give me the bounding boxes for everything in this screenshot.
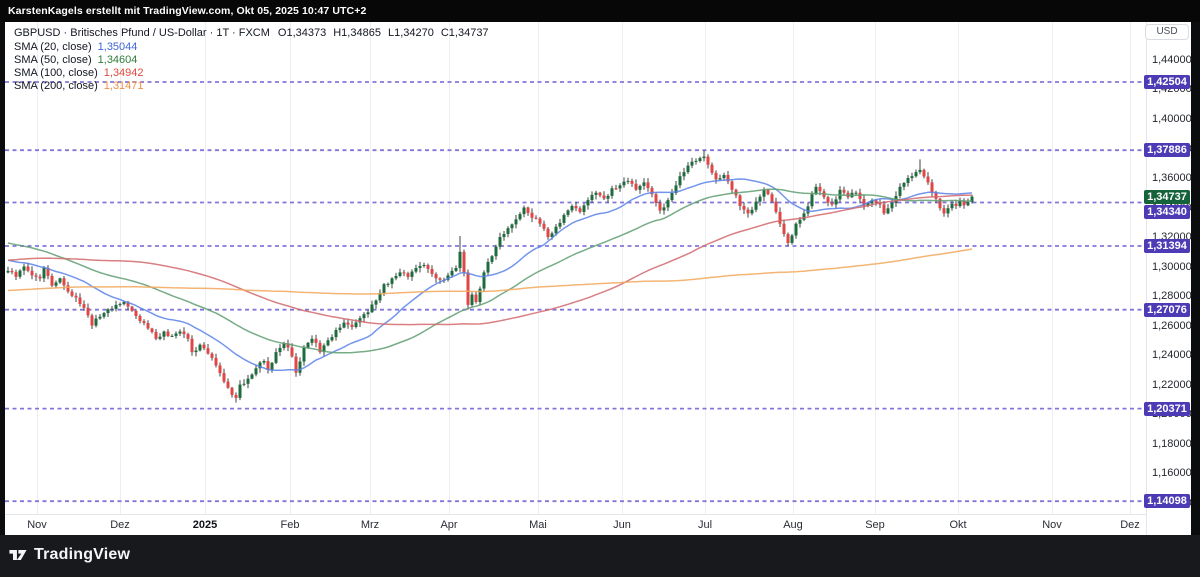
time-tick-label: Nov [27,519,47,531]
time-tick-label: Nov [1042,519,1062,531]
axis-separator [1146,22,1147,535]
price-level-badge[interactable]: 1,27076 [1144,302,1190,317]
time-tick-label: Feb [280,519,300,531]
chart-panel: GBPUSD · Britisches Pfund / US-Dollar · … [5,22,1192,535]
price-tick-label: 1,24000 [1152,349,1192,362]
tradingview-logo[interactable]: TradingView [8,545,130,565]
time-tick-label: Mai [529,519,547,531]
price-tick-label: 1,18000 [1152,437,1192,450]
price-tick-label: 1,44000 [1152,53,1192,66]
price-tick-label: 1,26000 [1152,319,1192,332]
time-tick-label: Apr [440,519,458,531]
time-tick-label: Jul [697,519,713,531]
sma-value: 1,34942 [103,67,144,79]
tradingview-logo-text: TradingView [34,546,131,563]
price-tick-label: 1,22000 [1152,378,1192,391]
price-axis[interactable]: USD 1,440001,420001,400001,380001,360001… [1144,22,1192,535]
price-level-badge[interactable]: 1,14098 [1144,494,1190,509]
time-tick-label: Okt [949,519,967,531]
sma-legend-row-50[interactable]: SMA (50, close) 1,34604 [14,54,496,67]
time-tick-label: Dez [110,519,130,531]
time-tick-label: Aug [783,519,803,531]
symbol-header-row: GBPUSD · Britisches Pfund / US-Dollar · … [14,27,496,39]
chart-legend: GBPUSD · Britisches Pfund / US-Dollar · … [14,27,496,93]
price-level-badge[interactable]: 1,31394 [1144,239,1190,253]
price-level-badge[interactable]: 1,34340 [1144,204,1190,219]
sma-label: SMA (100, close) [14,67,98,79]
price-tick-label: 1,28000 [1152,290,1192,302]
price-tick-label: 1,40000 [1152,113,1192,125]
ohlc-value-h: H1,34865 [333,27,381,39]
currency-toggle-button[interactable]: USD [1145,24,1189,40]
sma-value: 1,34604 [97,54,138,66]
sma-label: SMA (20, close) [14,41,92,53]
price-tick-label: 1,30000 [1152,260,1192,273]
attribution-bar: KarstenKagels erstellt mit TradingView.c… [0,0,1200,22]
sma-label: SMA (50, close) [14,54,92,66]
sma-value: 1,31471 [103,80,144,92]
sma-legend-row-200[interactable]: SMA (200, close) 1,31471 [14,80,496,93]
bottom-brand-bar: TradingView [0,535,1200,577]
sma-value: 1,35044 [97,41,138,53]
price-level-badge[interactable]: 1,42504 [1144,75,1190,89]
ohlc-value-c: C1,34737 [440,27,489,39]
time-tick-label: Mrz [360,519,380,531]
time-axis[interactable]: Nov Dez 2025 Feb Mrz Apr Mai Jun Jul Aug Sep Okt Nov… [5,514,1146,535]
price-level-badge[interactable]: 1,20371 [1144,401,1190,416]
sma-label: SMA (200, close) [14,80,98,92]
time-tick-label: Jun [613,519,631,531]
time-tick-label: Dez [1120,519,1140,531]
ohlc-value-l: L1,34270 [387,27,434,39]
sma-legend-row-100[interactable]: SMA (100, close) 1,34942 [14,67,496,80]
tradingview-logo-icon [9,550,27,560]
symbol-title[interactable]: GBPUSD · Britisches Pfund / US-Dollar · … [14,27,270,39]
time-tick-label: 2025 [192,519,218,531]
price-chart-canvas[interactable] [5,22,1146,514]
price-level-badge[interactable]: 1,37886 [1144,143,1190,158]
last-price-badge: 1,34737 [1144,189,1190,204]
sma-legend-row-20[interactable]: SMA (20, close) 1,35044 [14,41,496,54]
ohlc-value-o: O1,34373 [277,27,327,39]
time-tick-label: Sep [865,519,885,531]
sma-legend-rows: SMA (20, close) 1,35044 SMA (50, close) 1,3… [14,41,496,93]
price-tick-label: 1,16000 [1152,467,1192,480]
ohlc-values: O1,34373 H1,34865 L1,34270 C1,34737 [278,27,496,39]
price-tick-label: 1,36000 [1152,172,1192,184]
